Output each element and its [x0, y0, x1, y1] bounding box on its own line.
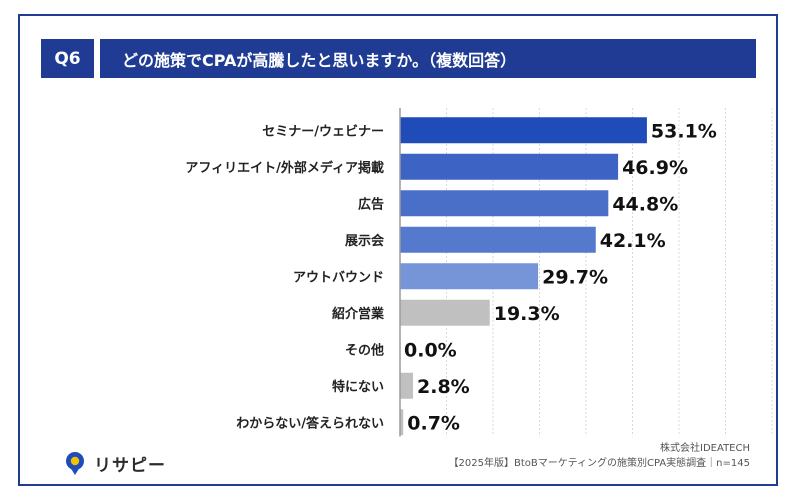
category-label: 広告	[358, 196, 384, 212]
category-label: 特にない	[332, 379, 384, 395]
value-label: 19.3%	[494, 303, 560, 325]
bar	[400, 263, 539, 290]
chart-frame	[18, 14, 778, 486]
value-label: 2.8%	[417, 376, 470, 398]
value-label: 0.7%	[407, 412, 460, 434]
company-name: 株式会社IDEATECH	[660, 443, 750, 454]
value-label: 53.1%	[651, 120, 717, 142]
value-label: 44.8%	[612, 193, 678, 215]
bar	[400, 153, 619, 180]
bar	[400, 226, 596, 253]
bar	[400, 299, 490, 326]
category-label: セミナー/ウェビナー	[262, 123, 384, 139]
value-label: 42.1%	[600, 230, 666, 252]
bar	[400, 372, 414, 399]
bar	[400, 190, 609, 217]
credit: 株式会社IDEATECH 【2025年版】BtoBマーケティングの施策別CPA実…	[449, 441, 750, 471]
pin-icon	[66, 452, 84, 475]
question-badge: Q6	[41, 39, 94, 78]
logo: リサピー	[62, 450, 166, 476]
category-label: アフィリエイト/外部メディア掲載	[185, 160, 384, 176]
category-label: その他	[345, 342, 384, 358]
category-label: 紹介営業	[332, 306, 385, 322]
category-label: アウトバウンド	[293, 270, 384, 285]
question-title: どの施策でCPAが高騰したと思いますか。（複数回答）	[100, 39, 756, 78]
survey-title: 【2025年版】BtoBマーケティングの施策別CPA実態調査｜n=145	[448, 458, 750, 469]
value-label: 0.0%	[404, 339, 457, 361]
bar	[400, 409, 404, 436]
category-label: 展示会	[345, 233, 385, 249]
bar	[400, 117, 647, 144]
value-label: 46.9%	[622, 157, 688, 179]
logo-text: リサピー	[94, 455, 166, 476]
value-label: 29.7%	[542, 266, 608, 288]
category-label: わからない/答えられない	[236, 415, 384, 431]
